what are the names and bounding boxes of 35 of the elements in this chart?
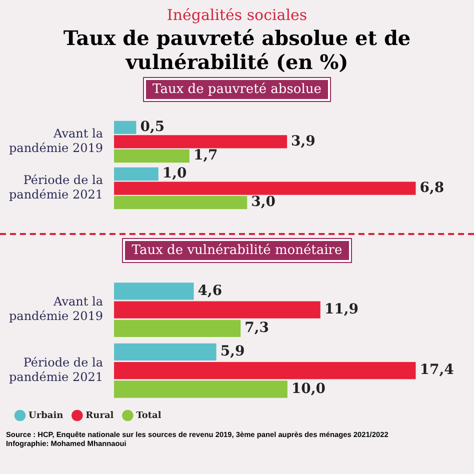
data-label: 3,9 [291, 133, 316, 150]
text: Taux de pauvreté absolue [144, 78, 330, 101]
data-label: 17,4 [420, 362, 454, 378]
data-label: 3,0 [251, 194, 276, 210]
data-label: 1,0 [162, 166, 188, 182]
data-label: 11,9 [324, 301, 358, 318]
chart-title: Taux de pauvreté absolue et de vulnérabilité (en %) [62, 26, 412, 74]
bar [114, 380, 288, 398]
bar [114, 362, 416, 380]
data-label: 10,0 [291, 380, 326, 397]
legend-label: Total [136, 410, 162, 421]
y-tick-label: Avant la pandémie 2019 [8, 294, 104, 324]
bar [114, 320, 241, 338]
data-label: 0,5 [140, 119, 165, 136]
data-label: 6,8 [420, 180, 444, 196]
bar [114, 282, 194, 300]
bar [114, 120, 136, 134]
y-tick-label: Avant la pandémie 2019 [8, 126, 104, 156]
y-tick-label: Période de la pandémie 2021 [8, 356, 104, 384]
data-label: 4,6 [198, 282, 222, 299]
bar [114, 149, 190, 163]
legend-label: Urbain [28, 410, 64, 421]
bar [114, 343, 216, 361]
chart-subtitle: Inégalités sociales [166, 6, 308, 24]
text: Taux de vulnérabilité monétaire [122, 239, 352, 262]
legend-label: Rural [86, 410, 114, 421]
data-label: 1,7 [193, 148, 218, 164]
bar [114, 135, 288, 148]
y-tick-label: Période de la pandémie 2021 [8, 173, 104, 202]
bar [114, 182, 416, 195]
bar [114, 301, 320, 318]
data-label: 7,3 [244, 320, 269, 336]
bar [114, 167, 158, 181]
bar [114, 196, 248, 210]
data-label: 5,9 [220, 344, 245, 360]
